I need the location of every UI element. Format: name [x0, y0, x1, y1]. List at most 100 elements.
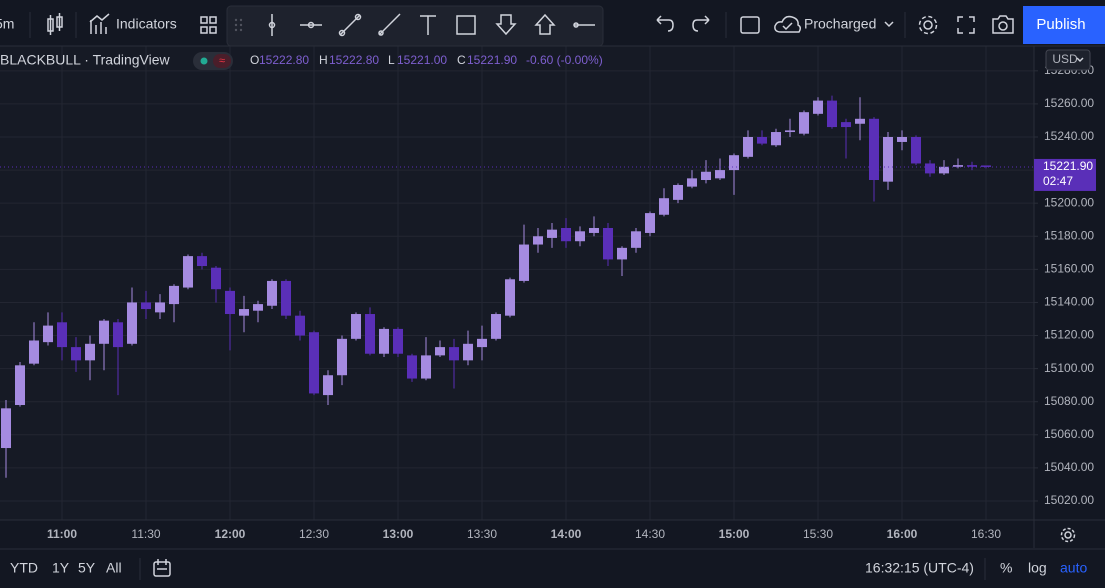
candle-body [925, 163, 935, 174]
date-range-button[interactable] [153, 559, 171, 577]
layout-menu[interactable] [884, 21, 894, 28]
range-button[interactable]: 1Y [52, 560, 70, 576]
candle-body [743, 136, 753, 157]
price-axis: 15020.00 15040.00 15060.00 15080.00 15100.00… [1034, 63, 1096, 507]
currency-menu [1076, 57, 1084, 63]
candle-body [673, 184, 683, 200]
currency-button[interactable] [1045, 49, 1091, 71]
y-tick-label: 15260.00 [1044, 96, 1094, 110]
candle-body [827, 100, 837, 128]
candle-body [449, 347, 459, 361]
range-button[interactable]: 5Y [78, 560, 96, 576]
text-tool[interactable] [420, 15, 436, 35]
candle-body [477, 338, 487, 348]
candle-body [575, 231, 585, 242]
publish-button[interactable] [1023, 6, 1105, 44]
layouts-button[interactable] [200, 16, 217, 34]
candle-body [211, 267, 221, 290]
data-status-icon: ≈ [219, 55, 225, 67]
x-tick-label: 15:00 [719, 527, 750, 541]
range-button[interactable]: All [106, 560, 122, 576]
currency-label: USD [1052, 52, 1078, 66]
range-button[interactable]: YTD [10, 560, 38, 576]
drag-handle [234, 18, 243, 32]
x-tick-label: 16:30 [971, 527, 1001, 541]
axis-settings-button[interactable] [1060, 527, 1076, 543]
publish-label: Publish [1036, 16, 1085, 33]
y-tick-label: 15200.00 [1044, 195, 1094, 209]
candles [0, 95, 1034, 478]
snapshot-button[interactable] [992, 15, 1014, 34]
settings-button[interactable] [918, 15, 938, 35]
select-button[interactable] [740, 16, 760, 34]
candle-body [813, 100, 823, 114]
indicators-button[interactable]: Indicators [116, 16, 177, 32]
candle-body [239, 309, 249, 316]
candle-body [197, 256, 207, 267]
cloud-icon [774, 15, 802, 33]
candle-body [631, 231, 641, 248]
arrow-down-tool[interactable] [495, 14, 517, 36]
candle-body [589, 227, 599, 233]
candle-body [757, 136, 767, 144]
candle-body [519, 244, 529, 281]
indicators-icon [89, 13, 110, 34]
candle-body [435, 347, 445, 356]
candle-body [267, 280, 277, 306]
candle-body [869, 118, 879, 181]
candle-body [421, 355, 431, 379]
candle-body [645, 213, 655, 233]
candle-body [799, 112, 809, 134]
x-tick-label: 11:30 [131, 527, 160, 541]
candle-body [113, 322, 123, 348]
candle-body [967, 165, 977, 167]
candle-body [547, 229, 557, 238]
candle-body [407, 355, 417, 379]
candle-body [225, 290, 235, 315]
interval-button[interactable]: 5m [0, 16, 14, 32]
chart-type-button[interactable] [47, 13, 63, 35]
y-tick-label: 15020.00 [1044, 493, 1094, 507]
high-key: H [319, 53, 328, 67]
arrow-up-tool[interactable] [534, 13, 556, 35]
y-tick-label: 15040.00 [1044, 460, 1094, 474]
candle-body [127, 302, 137, 344]
redo-button[interactable] [692, 15, 710, 32]
fullscreen-button[interactable] [957, 16, 975, 34]
rectangle-tool[interactable] [456, 15, 476, 35]
layout-name[interactable]: Procharged [804, 16, 876, 32]
candle-body [253, 304, 263, 311]
candle-body [911, 136, 921, 164]
candle-body [1, 408, 11, 449]
low-key: L [388, 53, 395, 67]
ray-tool[interactable] [378, 13, 401, 36]
candle-body [981, 165, 991, 167]
candle-body [155, 302, 165, 313]
x-tick-label: 12:30 [299, 527, 329, 541]
candle-body [897, 136, 907, 142]
high-value: 15222.80 [329, 53, 379, 67]
x-tick-label: 15:30 [803, 527, 833, 541]
change-value: -0.60 (-0.00%) [526, 53, 603, 67]
close-value: 15221.90 [467, 53, 517, 67]
ohlc-legend: O 15222.80 H 15222.80 L 15221.00 C 15221… [250, 53, 603, 67]
y-tick-label: 15160.00 [1044, 262, 1094, 276]
percent-toggle[interactable]: % [1000, 560, 1012, 576]
y-tick-label: 15180.00 [1044, 228, 1094, 242]
undo-button[interactable] [656, 15, 674, 32]
x-tick-label: 12:00 [215, 527, 246, 541]
open-value: 15222.80 [259, 53, 309, 67]
candle-body [379, 328, 389, 354]
cross-line-tool[interactable] [300, 21, 322, 29]
candle-body [85, 343, 95, 361]
candle-body [141, 302, 151, 310]
log-toggle[interactable]: log [1028, 560, 1047, 576]
auto-toggle[interactable]: auto [1060, 560, 1087, 576]
vertical-line-tool[interactable] [268, 14, 276, 36]
y-tick-label: 15140.00 [1044, 295, 1094, 309]
y-tick-label: 15100.00 [1044, 361, 1094, 375]
trend-line-tool[interactable] [338, 13, 362, 37]
horizontal-ray-tool[interactable] [573, 22, 595, 28]
